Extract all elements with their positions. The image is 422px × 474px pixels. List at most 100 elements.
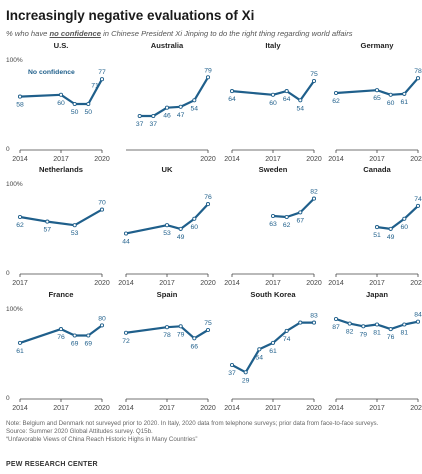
panel-canada: Canada 2014 2017 2020 51 49 60 74 [328, 165, 422, 287]
data-point [178, 324, 183, 329]
source-attribution: PEW RESEARCH CENTER [6, 461, 98, 468]
series-line [272, 197, 315, 219]
data-label: 62 [16, 222, 24, 229]
data-label: 79 [360, 331, 368, 338]
data-label: 37 [150, 121, 158, 128]
data-label: 84 [414, 312, 422, 319]
data-label: 69 [71, 341, 79, 348]
data-label: 62 [283, 222, 291, 229]
data-point [311, 320, 317, 325]
panel-title: Canada [363, 165, 391, 174]
subtitle-suffix: in Chinese President Xi Jinping to do th… [100, 29, 353, 38]
panel-title: France [49, 290, 74, 299]
data-point [205, 327, 211, 333]
data-label: 83 [310, 313, 318, 320]
x-tick-label: 2017 [369, 280, 385, 287]
data-point [229, 362, 235, 368]
data-point [58, 92, 64, 97]
data-point [72, 223, 77, 228]
data-point [72, 101, 77, 107]
data-point [388, 327, 393, 332]
data-point [164, 223, 170, 228]
data-label: 53 [71, 230, 79, 237]
data-point [17, 340, 23, 345]
data-point [243, 370, 248, 375]
data-label: 66 [191, 343, 199, 350]
data-label: 50 [71, 109, 79, 116]
x-tick-label: 2020 [306, 405, 322, 412]
x-tick-label: 2020 [306, 280, 322, 287]
data-label: 76 [204, 194, 212, 201]
x-tick-label: 2017 [369, 405, 385, 412]
data-label: 47 [177, 112, 185, 119]
panel-japan: Japan 2014 2017 2020 87 82 79 81 76 81 84 [328, 290, 422, 412]
panel-south-korea: South Korea 2014 2017 2020 37 29 54 61 74 83 [224, 290, 322, 412]
data-label: 71 [91, 83, 99, 90]
data-label: 76 [57, 334, 65, 341]
series-line [139, 76, 209, 118]
data-point [123, 330, 129, 335]
data-label: 29 [242, 377, 250, 384]
data-label: 80 [98, 315, 106, 322]
panel-australia: Australia 2020 37 37 46 47 54 79 [126, 41, 216, 163]
data-point [361, 324, 366, 329]
data-point [205, 75, 211, 80]
data-label: 62 [332, 98, 340, 105]
y-tick-label: 100% [6, 57, 23, 64]
data-point [205, 202, 211, 207]
data-label: 74 [414, 196, 422, 203]
x-tick-label: 2017 [53, 156, 69, 163]
data-point [270, 340, 276, 345]
x-tick-label: 2014 [12, 156, 28, 163]
panel-germany: Germany 2014 2017 2020 62 65 60 61 78 [328, 41, 422, 163]
x-tick-label: 2014 [118, 280, 134, 287]
data-point [415, 203, 421, 208]
x-tick-label: 2014 [328, 280, 344, 287]
data-label: 54 [297, 105, 305, 112]
data-label: 61 [269, 348, 277, 355]
x-tick-label: 2017 [159, 405, 175, 412]
y-tick-label: 100% [6, 181, 23, 188]
data-point [402, 322, 407, 327]
data-point [178, 226, 183, 231]
data-label: 60 [57, 100, 65, 107]
data-point [192, 98, 197, 103]
x-tick-label: 2020 [306, 156, 322, 163]
data-point [72, 333, 77, 338]
x-tick-label: 2020 [410, 156, 422, 163]
chart-subtitle: % who have no confidence in Chinese Pres… [6, 29, 418, 38]
data-label: 76 [387, 334, 395, 341]
data-label: 78 [414, 68, 422, 75]
data-label: 54 [191, 105, 199, 112]
data-label: 60 [387, 100, 395, 107]
x-tick-label: 2014 [12, 405, 28, 412]
x-tick-label: 2014 [224, 405, 240, 412]
data-label: 69 [85, 341, 93, 348]
x-tick-label: 2017 [265, 405, 281, 412]
data-point [333, 90, 339, 96]
x-tick-label: 2020 [94, 280, 110, 287]
data-label: 79 [204, 67, 212, 74]
x-tick-label: 2014 [118, 405, 134, 412]
data-point [164, 325, 170, 330]
panel-title: Japan [366, 290, 388, 299]
series-line [231, 80, 315, 102]
data-point [415, 319, 421, 324]
data-label: 61 [401, 99, 409, 106]
data-point [333, 316, 339, 322]
data-point [284, 214, 289, 220]
data-label: 58 [16, 102, 24, 109]
panel-title: U.S. [54, 41, 69, 50]
panel-sweden: Sweden 2014 2017 2020 63 62 67 82 [224, 165, 322, 287]
data-point [270, 213, 276, 219]
data-point [17, 94, 23, 99]
x-tick-label: 2020 [200, 280, 216, 287]
data-point [298, 320, 303, 325]
panel-italy: Italy 2014 2017 2020 64 60 64 54 75 [224, 41, 322, 163]
y-tick-label: 100% [6, 306, 23, 313]
x-tick-label: 2017 [265, 280, 281, 287]
data-label: 51 [373, 232, 381, 239]
